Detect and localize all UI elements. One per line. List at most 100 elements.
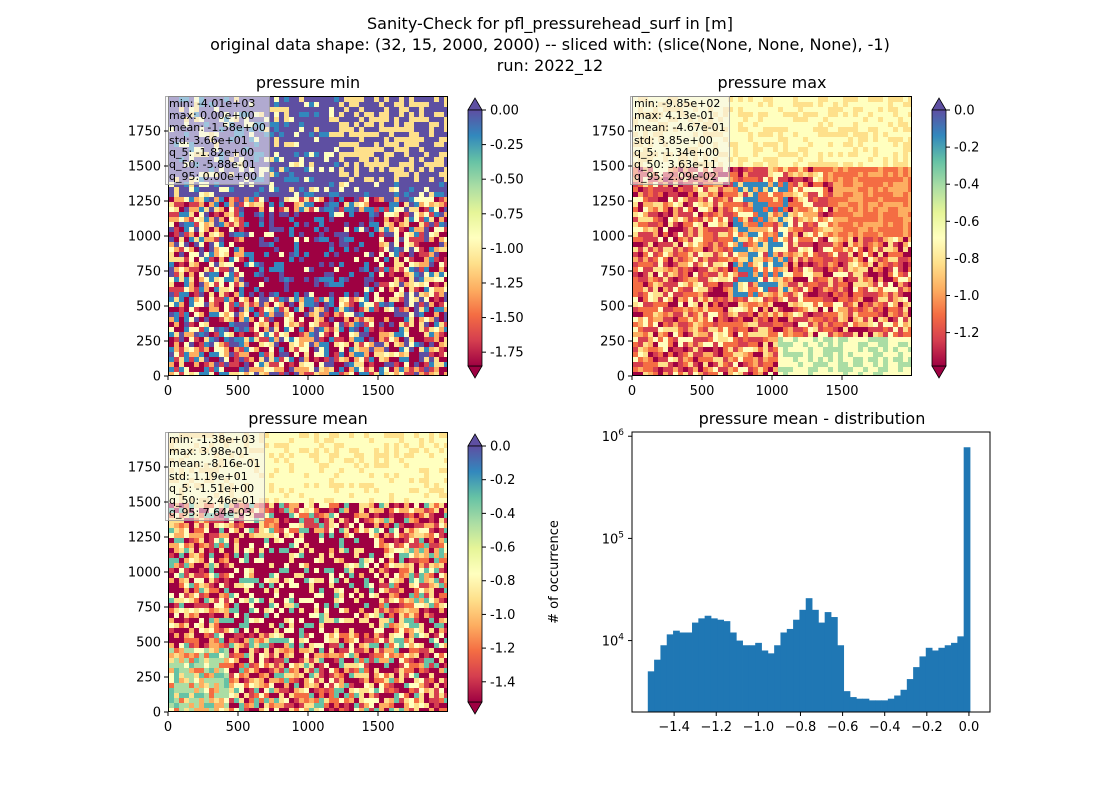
cbar-extend-top (467, 97, 483, 111)
y-tick-label: 1750 (592, 125, 625, 140)
hist-bar (824, 612, 832, 712)
hist-bar (906, 679, 914, 712)
y-tick-label: 1750 (128, 125, 161, 140)
cbar-extend-bottom (467, 701, 483, 715)
map-pressure-mean (168, 432, 448, 712)
cbar-tick-label: -1.2 (954, 326, 979, 341)
hist-bar (925, 647, 933, 712)
hist-bar (812, 609, 819, 712)
hist-y-tick-label: 105 (602, 530, 624, 547)
stat-line: min: -1.38e+03 (169, 433, 256, 446)
hist-bar (698, 618, 706, 712)
cbar-tick-label: 0.0 (490, 440, 511, 455)
stat-line: min: -9.85e+02 (634, 97, 721, 110)
stat-line: std: 3.85e+00 (634, 133, 713, 147)
hist-bar (654, 659, 661, 712)
axes-mean: 0 500 1000 1500 0 250 500 750 1000 1250 1500 1750 (128, 461, 395, 736)
stat-line: min: -4.01e+03 (169, 97, 256, 110)
cbar-tick-label: -1.0 (490, 608, 515, 623)
y-tick-label: 750 (136, 601, 161, 616)
hist-y-tick-label: 104 (602, 633, 625, 650)
y-tick-label: 0 (617, 370, 625, 385)
stat-line: max: 4.13e-01 (634, 109, 715, 123)
hist-bar (723, 621, 731, 712)
hist-bar (742, 645, 750, 712)
stat-line: q_95: 2.09e-02 (634, 170, 717, 184)
cbar-tick-label: -1.75 (490, 346, 524, 361)
y-tick-label: 1000 (128, 566, 161, 581)
hist-bar (894, 695, 901, 712)
cbar-tick-label: 0.00 (490, 104, 519, 119)
hist-bar (887, 698, 895, 712)
y-tick-label: 1500 (128, 496, 161, 511)
cbar-extend-top (467, 433, 483, 447)
figure-title-line1: Sanity-Check for pfl_pressurehead_surf i… (367, 14, 733, 33)
hist-bar (799, 609, 807, 712)
hist-bar (843, 691, 851, 712)
hist-bar (963, 447, 971, 712)
hist-bar (881, 700, 889, 712)
hist-bar (837, 645, 845, 712)
stat-line: q_5: -1.51e+00 (169, 481, 255, 495)
hist-bar (736, 640, 743, 712)
cbar-body (467, 445, 483, 703)
cbar-tick-label: -0.25 (490, 138, 524, 153)
hist-bar (729, 632, 737, 712)
hist-bar (717, 619, 725, 712)
cbar-extend-bottom (467, 365, 483, 379)
hist-bar (957, 636, 965, 712)
stat-line: mean: -8.16e-01 (169, 457, 261, 471)
stat-line: q_95: 7.64e-03 (169, 506, 252, 520)
y-tick-label: 250 (600, 335, 625, 350)
hist-x-tick-label: −1.0 (743, 720, 775, 735)
hist-bar (951, 642, 958, 712)
hist-bar (685, 632, 693, 712)
axes-min: 0 500 1000 1500 0 250 500 750 1000 1250 1500 1750 (128, 125, 395, 400)
panel-title-mean: pressure mean (248, 409, 368, 428)
y-tick-label: 1250 (128, 195, 161, 210)
hist-bar (767, 653, 775, 712)
cbar-tick-label: -0.75 (490, 207, 524, 222)
y-tick-label: 250 (136, 671, 161, 686)
stat-line: q_50: -2.46e-01 (169, 494, 256, 508)
hist-bar (913, 667, 920, 712)
cbar-tick-label: -0.50 (490, 173, 524, 188)
hist-x-tick-label: −0.4 (869, 720, 901, 735)
hist-bar (932, 650, 939, 712)
hist-x-tick-label: −0.8 (785, 720, 817, 735)
hist-bar (849, 697, 857, 712)
colorbar-min: 0.00 -0.25 -0.50 -0.75 -1.00 -1.25 -1.50 -1.75 (467, 97, 524, 379)
panel-title-max: pressure max (717, 73, 827, 92)
cbar-tick-label: -1.4 (490, 675, 515, 690)
cbar-tick-label: -0.8 (490, 574, 515, 589)
hist-bar (748, 645, 756, 712)
x-tick-label: 500 (226, 720, 251, 735)
cbar-tick-label: -1.00 (490, 242, 524, 257)
hist-x-tick-label: −0.6 (827, 720, 859, 735)
stats-box-mean: min: -1.38e+03 max: 3.98e-01 mean: -8.16e-… (165, 432, 265, 522)
x-tick-label: 1500 (825, 384, 858, 399)
panel-title-min: pressure min (255, 73, 361, 92)
figure-title-line3: run: 2022_12 (496, 56, 604, 75)
cbar-tick-label: -1.0 (954, 289, 979, 304)
x-tick-label: 1000 (755, 384, 788, 399)
hist-x-tick-label: −1.4 (658, 720, 690, 735)
hist-bar (786, 628, 794, 712)
cbar-body (931, 109, 947, 367)
x-tick-label: 0 (628, 384, 636, 399)
cbar-tick-label: 0.0 (954, 104, 975, 119)
hist-title: pressure mean - distribution (698, 409, 926, 428)
hist-bar (793, 619, 800, 712)
x-tick-label: 0 (164, 384, 172, 399)
y-tick-label: 0 (153, 370, 161, 385)
cbar-tick-label: -0.8 (954, 252, 979, 267)
x-tick-label: 1500 (361, 720, 394, 735)
hist-bar (900, 689, 908, 712)
stat-line: q_95: 0.00e+00 (169, 170, 258, 184)
hist-bar (856, 698, 863, 712)
cbar-tick-label: -0.4 (490, 507, 515, 522)
stat-line: q_5: -1.82e+00 (169, 145, 255, 159)
x-tick-label: 0 (164, 720, 172, 735)
stat-line: mean: -1.58e+00 (169, 121, 266, 135)
cbar-tick-label: -1.25 (490, 276, 524, 291)
